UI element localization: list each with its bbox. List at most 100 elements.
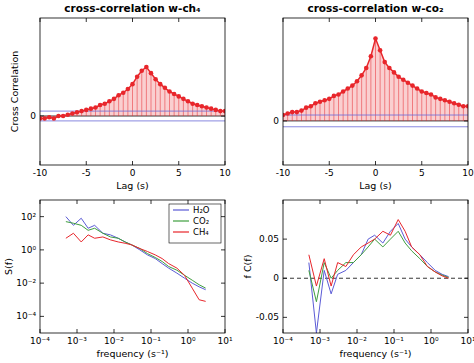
y-tick-label: 0.05	[259, 234, 279, 244]
stem-marker	[433, 95, 438, 100]
legend-swatch	[173, 231, 189, 232]
series-line	[66, 222, 206, 289]
stem-marker	[195, 103, 200, 108]
x-tick	[188, 200, 189, 204]
x-tick	[357, 200, 358, 204]
stem-marker	[176, 94, 181, 99]
stem-marker	[121, 90, 126, 95]
stem	[164, 88, 165, 116]
x-tick-label: -5	[325, 168, 334, 178]
stem-marker	[126, 87, 131, 92]
x-tick-label: 10⁻¹	[141, 336, 161, 346]
stem	[366, 68, 367, 121]
y-tick	[221, 283, 225, 284]
x-tick	[86, 18, 87, 22]
x-tick	[329, 161, 330, 165]
confidence-line	[40, 120, 225, 121]
subplot: -10-505100cross-correlation w-ch₄Lag (s)…	[9, 2, 231, 191]
ticks: -10-505100	[273, 18, 474, 178]
stem-marker	[387, 66, 392, 71]
x-tick-label: 5	[419, 168, 425, 178]
stem-marker	[369, 54, 374, 59]
legend: H₂OCO₂CH₄	[169, 204, 221, 243]
confidence-line	[283, 126, 468, 127]
y-tick	[40, 283, 44, 284]
y-tick-label: -0.05	[256, 312, 279, 322]
x-label: Lag (s)	[359, 180, 392, 191]
stem-marker	[313, 101, 318, 106]
stem	[458, 105, 459, 121]
stem-marker	[213, 108, 218, 113]
x-tick	[320, 200, 321, 204]
x-tick	[375, 18, 376, 22]
stem-marker	[410, 83, 415, 88]
x-tick	[431, 200, 432, 204]
y-tick	[40, 249, 44, 250]
stem-marker	[355, 79, 360, 84]
x-tick-label: 5	[176, 168, 182, 178]
stem-marker	[172, 92, 177, 97]
stem	[426, 93, 427, 121]
stem-marker	[382, 60, 387, 65]
stem	[417, 89, 418, 121]
stem-marker	[322, 98, 327, 103]
stem-marker	[186, 99, 191, 104]
stem-marker	[42, 116, 47, 121]
x-tick-label: 10⁻⁴	[30, 336, 50, 346]
stem-area	[40, 67, 225, 118]
x-tick-label: 10¹	[460, 336, 474, 346]
stem	[146, 67, 147, 116]
x-tick	[86, 161, 87, 165]
stem-marker	[139, 68, 144, 73]
stem-marker	[350, 83, 355, 88]
stem-marker	[47, 115, 52, 120]
stem-marker	[452, 101, 457, 106]
data	[309, 220, 449, 333]
y-tick	[221, 316, 225, 317]
x-tick-label: -5	[82, 168, 91, 178]
subplot: 10⁻⁴10⁻³10⁻²10⁻¹10⁰10¹-0.0500.05frequenc…	[242, 200, 474, 359]
series-line	[309, 223, 449, 333]
stem-marker	[130, 82, 135, 87]
plot-frame	[283, 18, 468, 165]
stem-marker	[61, 114, 66, 119]
y-tick-label: 10⁰	[21, 245, 36, 255]
stem	[394, 72, 395, 121]
stem-marker	[415, 86, 420, 91]
stem	[329, 99, 330, 121]
stem-marker	[424, 91, 429, 96]
stem	[398, 77, 399, 121]
x-tick	[178, 161, 179, 165]
x-tick-label: -10	[276, 168, 291, 178]
x-tick	[178, 18, 179, 22]
y-tick-label: 10⁻⁴	[16, 311, 36, 321]
x-tick	[421, 161, 422, 165]
y-tick	[221, 249, 225, 250]
stem-marker	[396, 75, 401, 80]
y-tick	[464, 317, 468, 318]
y-label: Cross Correlation	[9, 51, 20, 132]
stem-marker	[308, 104, 313, 109]
stem-marker	[290, 110, 295, 115]
stem	[431, 94, 432, 120]
stem-marker	[447, 99, 452, 104]
stem-marker	[429, 92, 434, 97]
stem-marker	[135, 75, 140, 80]
y-tick	[464, 239, 468, 240]
series-line	[66, 233, 206, 301]
stem-marker	[149, 71, 154, 76]
stem-marker	[336, 92, 341, 97]
y-tick-label: 0	[273, 116, 279, 126]
stem-marker	[75, 110, 80, 115]
stem	[384, 62, 385, 121]
stem-marker	[443, 98, 448, 103]
stem-marker	[327, 97, 332, 102]
stem	[123, 93, 124, 116]
stem-marker	[345, 86, 350, 91]
y-tick-label: 0	[273, 273, 279, 283]
stem-line	[40, 67, 225, 118]
stem	[440, 99, 441, 121]
stem	[155, 79, 156, 116]
x-tick	[132, 18, 133, 22]
stem-marker	[299, 108, 304, 113]
